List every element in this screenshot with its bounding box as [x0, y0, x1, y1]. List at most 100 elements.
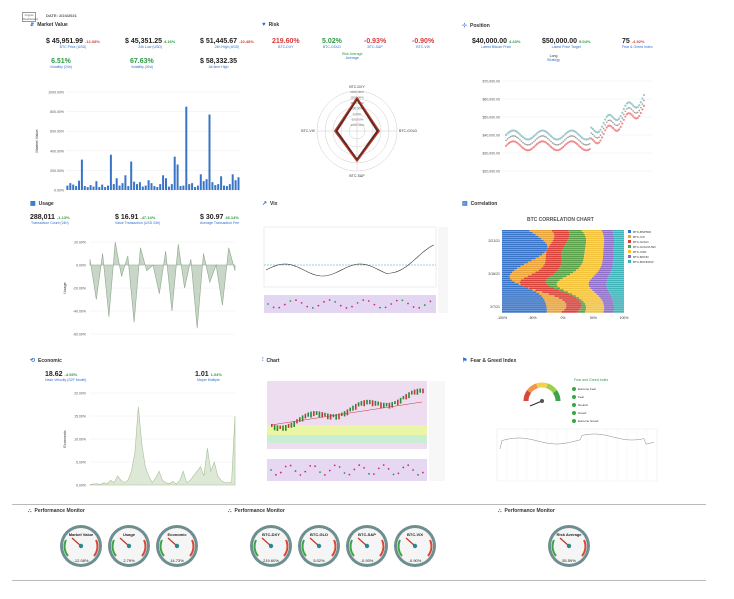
corr-segment: [546, 249, 563, 252]
candle: [318, 411, 321, 418]
corr-segment: [532, 231, 554, 234]
gauge-zone-green: [253, 539, 259, 557]
corr-segment: [595, 273, 610, 276]
corr-segment: [613, 259, 624, 262]
corr-segment: [554, 235, 570, 238]
bar: [225, 186, 228, 190]
price-dot: [585, 144, 588, 146]
price-trading-chart[interactable]: [267, 377, 447, 487]
price-dot: [567, 136, 569, 139]
performance-gauge: Economic 14.73%: [156, 525, 198, 567]
risk-title-text: Risk: [268, 22, 280, 28]
correlation-stacked-chart: 2/21/21 2/16/21 2/7/21 -100% -50% 0% 50% 100% BT…: [488, 230, 657, 320]
band-dot-lower: [628, 112, 632, 115]
performance-monitor-title: ⛬ Performance Monitor: [228, 508, 448, 514]
corr-segment: [588, 281, 607, 284]
bar: [133, 181, 136, 190]
vix-osc-dot: [395, 299, 398, 302]
corr-segment: [561, 257, 584, 260]
corr-segment: [578, 267, 601, 270]
bar: [89, 185, 92, 190]
y-tick-label: 1000.00%: [48, 91, 64, 95]
corr-segment: [603, 249, 614, 252]
band-dot-lower: [545, 141, 548, 144]
fg-gauge-segment: [552, 390, 561, 402]
corr-segment: [502, 283, 519, 286]
market-stat2-value: 67.63%: [130, 58, 154, 65]
corr-segment: [585, 235, 604, 238]
corr-segment: [546, 307, 566, 309]
vix-osc-dot: [356, 301, 359, 304]
fg-gauge-segment: [523, 390, 532, 402]
price-dot: [545, 136, 548, 139]
corr-segment: [524, 263, 545, 266]
corr-segment: [608, 289, 624, 291]
corr-segment: [603, 245, 614, 248]
target-icon: ⊹: [462, 23, 468, 29]
corr-segment: [610, 271, 624, 274]
vix-osc-dot: [401, 299, 404, 302]
economic-area: [89, 406, 236, 486]
radar-axis-label: BTC-VIX: [301, 129, 315, 133]
gauge-hub: [174, 543, 180, 549]
corr-segment: [502, 241, 546, 244]
vix-trading-chart[interactable]: [262, 225, 450, 317]
corr-segment: [502, 237, 542, 240]
price-dot: [635, 112, 637, 114]
corr-segment: [561, 261, 583, 264]
price-dot: [618, 123, 620, 125]
position-stat-change: 4.43%: [509, 39, 521, 44]
divider-bottom: [12, 580, 706, 581]
position-stat-change: -4.92%: [631, 39, 645, 44]
market-stat-label: 24h Low (USD): [138, 45, 163, 49]
market-stat2: 6.51% Volatility (24h): [50, 58, 72, 69]
market-stat: $ 45,951.99 -12.08% BTC Price (USD): [46, 38, 100, 49]
corr-segment: [613, 253, 624, 256]
network-icon: ⛬: [228, 508, 232, 514]
band-dot-upper: [532, 135, 535, 138]
bar: [176, 164, 179, 190]
price-dot: [537, 136, 540, 139]
band-dot-lower: [601, 136, 604, 139]
corr-segment: [594, 291, 610, 293]
corr-segment: [562, 299, 580, 301]
corr-segment: [561, 259, 584, 262]
y-tick-label: 20.00%: [74, 392, 86, 396]
corr-segment: [551, 230, 569, 232]
corr-x-label: -50%: [528, 316, 536, 320]
gauge-value: 2.79%: [123, 558, 135, 563]
osc-dot: [309, 464, 312, 467]
corr-segment: [603, 305, 614, 307]
corr-segment: [514, 269, 539, 272]
market-stat2-label: All-time High: [208, 65, 229, 69]
corr-segment: [502, 285, 524, 288]
fg-needle: [529, 400, 543, 407]
candle: [338, 413, 340, 420]
gauge-value: 55.59%: [562, 558, 576, 563]
economic-title-text: Economic: [38, 357, 62, 364]
performance-gauge: Market Value -12.08%: [60, 525, 102, 567]
corr-segment: [585, 245, 604, 248]
corr-segment: [563, 289, 593, 291]
band-dot-lower: [593, 140, 596, 143]
corr-segment: [502, 309, 547, 311]
bar: [104, 187, 107, 190]
corr-segment: [545, 281, 558, 284]
band-dot-upper: [621, 111, 624, 114]
candle: [282, 425, 284, 431]
price-dot: [542, 135, 544, 137]
gauge-zone-red: [189, 539, 195, 557]
price-dot: [543, 135, 546, 138]
price-dot: [621, 117, 624, 119]
bar: [101, 184, 104, 190]
corr-segment: [542, 253, 546, 256]
position-stat-line: 75 -4.92%: [622, 38, 653, 45]
corr-segment: [527, 275, 551, 278]
corr-segment: [607, 277, 624, 280]
performance-monitor-title-text: Performance Monitor: [34, 508, 85, 514]
corr-segment: [601, 299, 613, 301]
usage-panel: ▦ Usage 288,011 -1.13% Transaction Count (2…: [30, 200, 245, 350]
corr-x-label: 50%: [590, 316, 597, 320]
corr-segment: [613, 257, 624, 260]
candle: [287, 424, 290, 428]
